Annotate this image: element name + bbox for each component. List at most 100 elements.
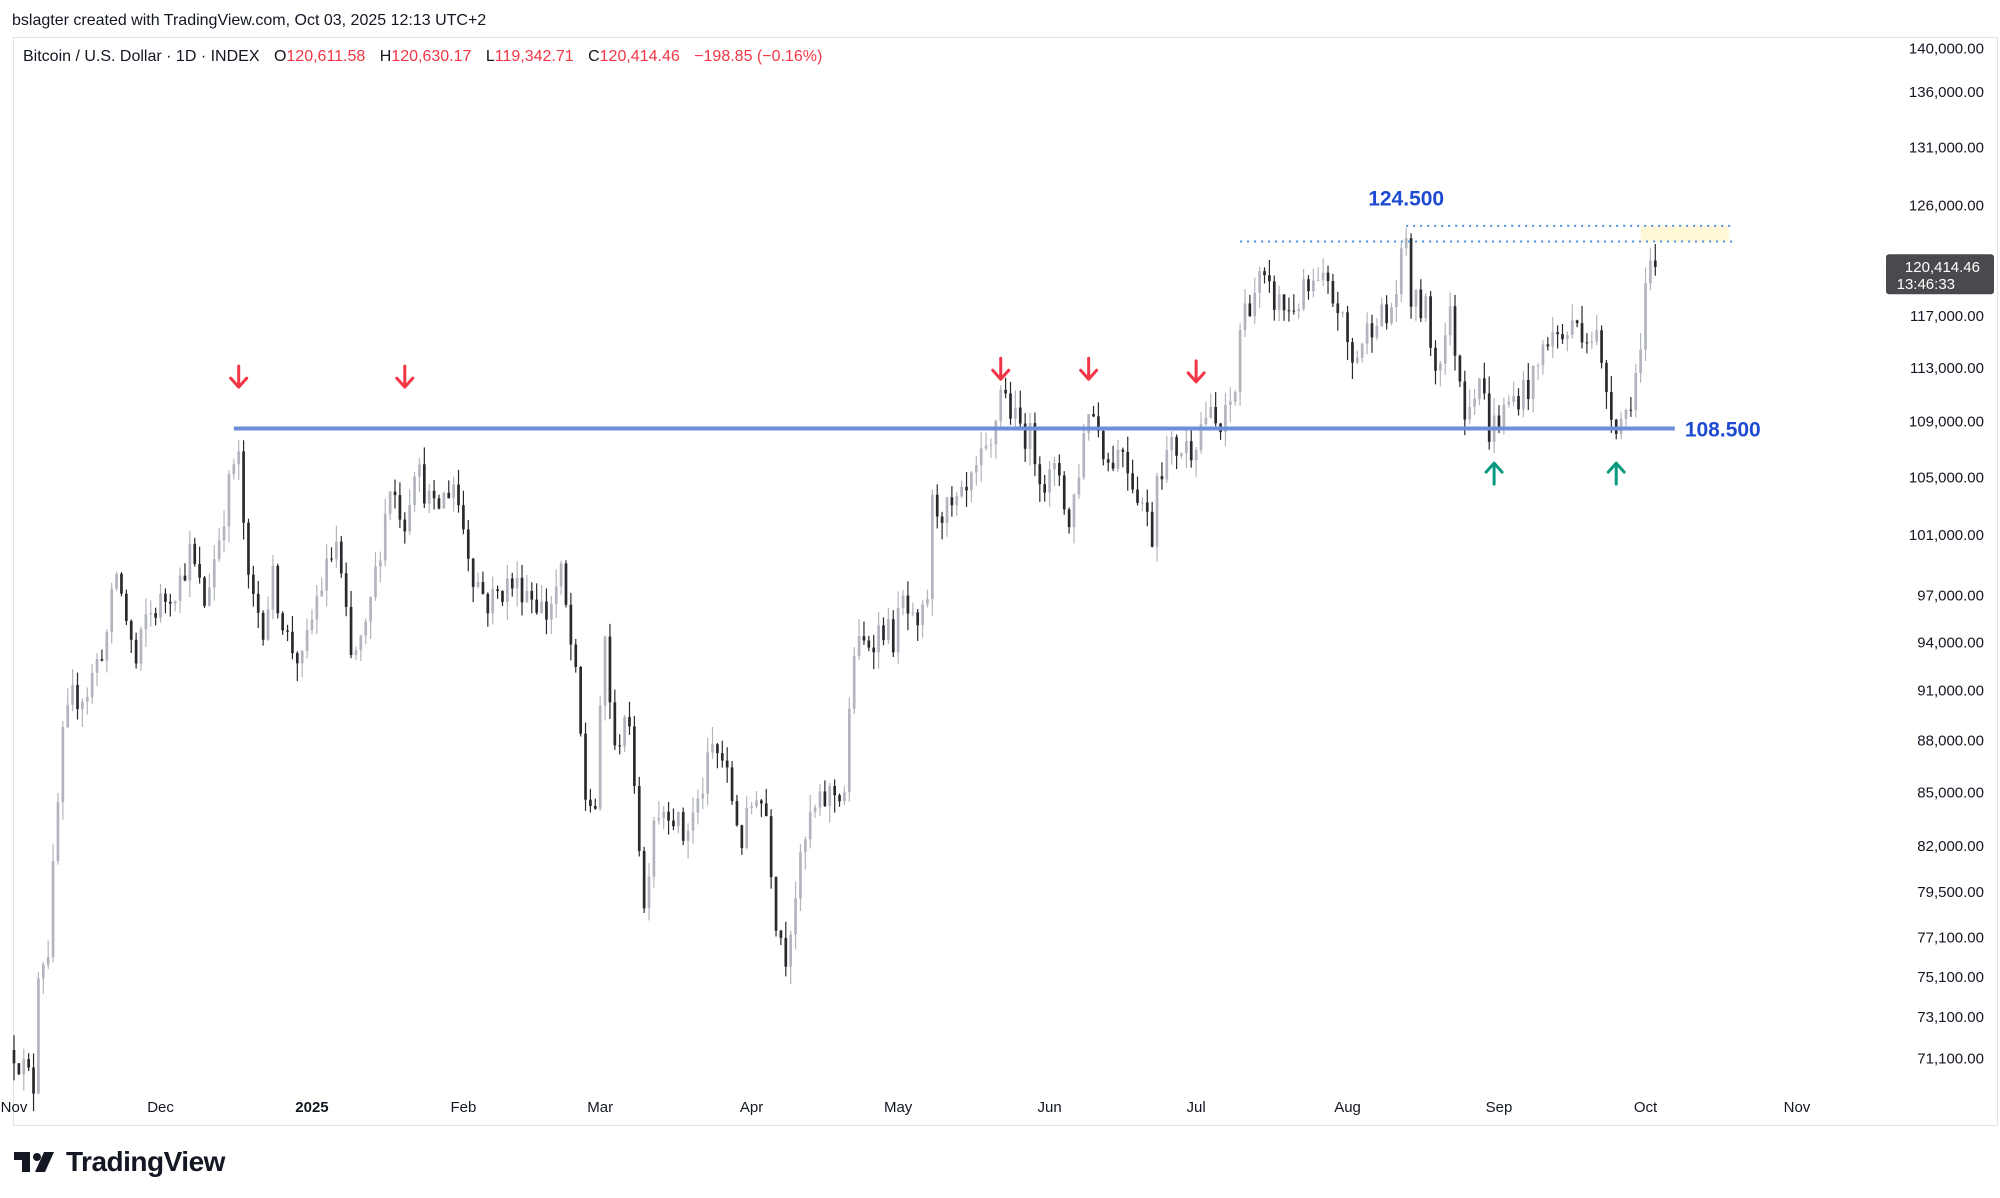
candle-body [906,595,910,614]
candle-body [1214,406,1218,424]
candle-body [1155,476,1159,547]
candle-body [1145,502,1149,512]
candle-body [61,727,65,803]
y-tick-label: 77,100.00 [1917,930,1984,947]
candle-body [1126,451,1130,474]
candle-body [1590,341,1594,343]
y-tick-label: 75,100.00 [1917,969,1984,986]
candle-body [129,620,133,640]
candle-body [652,820,656,877]
candle-body [1649,260,1652,284]
candle-body [1092,414,1095,417]
candle-body [159,593,162,618]
candle-body [789,934,793,967]
candle-body [764,803,768,817]
candle-body [530,590,534,600]
candle-body [12,1050,16,1064]
candle-body [1097,416,1100,431]
candle-body [657,818,661,821]
candle-body [1170,437,1174,451]
candle-body [1302,279,1305,309]
candle-body [877,625,880,653]
candle-body [418,464,421,477]
x-tick-label: Oct [1634,1099,1658,1116]
candle-body [838,795,841,802]
candle-body [916,612,920,626]
candle-body [203,577,206,606]
candle-body [1038,464,1042,485]
candle-body [105,632,109,661]
candle-body [926,599,929,605]
candle-body [1189,441,1193,461]
symbol-name[interactable]: Bitcoin / U.S. Dollar · 1D · INDEX [23,48,260,65]
candle-body [1160,476,1164,480]
candle-body [1253,292,1257,317]
candle-body [125,593,128,621]
y-tick-label: 140,000.00 [1909,41,1984,58]
candle-body [1380,304,1384,326]
y-tick-label: 91,000.00 [1917,683,1984,700]
candle-body [291,631,294,654]
candle-body [1287,310,1291,312]
candle-body [452,484,455,499]
y-tick-label: 88,000.00 [1917,733,1984,750]
last-price-value: 120,414.46 [1905,259,1980,276]
candle-body [1082,433,1086,478]
candle-body [730,767,734,802]
candle-body [686,830,690,841]
candle-body [662,811,666,819]
candle-body [1321,272,1325,281]
candle-body [46,956,50,965]
open-value: 120,611.58 [286,48,366,65]
candle-body [374,566,377,598]
y-tick-label: 85,000.00 [1917,784,1984,801]
candle-body [1575,320,1579,324]
tradingview-logo-text: TradingView [66,1146,225,1177]
candle-body [1605,362,1608,393]
candle-body [1399,248,1403,295]
price-chart[interactable]: 140,000.00 136,000.00 131,000.00 126,000.00… [0,0,2000,1140]
candle-body [1106,459,1110,463]
candle-body [37,978,40,1094]
candle-body [217,540,221,560]
candle-body [701,793,705,799]
green-up-arrow-icon [1484,461,1504,486]
candle-body [847,708,851,793]
candle-body [554,586,558,604]
candle-body [628,717,631,727]
candle-body [471,558,475,587]
candle-body [408,504,412,532]
target-zone [1640,225,1729,242]
candle-body [608,636,612,703]
candle-body [745,807,749,849]
x-tick-label: 2025 [295,1099,328,1116]
candle-body [1111,462,1115,469]
candle-body [852,656,856,709]
red-down-arrow-icon [1079,356,1099,381]
candle-body [808,811,812,840]
candle-body [1121,449,1125,452]
candle-body [1448,306,1452,336]
candle-body [1487,393,1491,442]
candle-body [994,420,998,445]
candle-body [901,595,905,608]
x-tick-label: Nov [1,1099,28,1116]
candle-body [81,701,84,710]
candle-body [27,1059,30,1068]
candle-body [1629,409,1633,411]
candle-body [388,491,392,514]
candle-body [1419,289,1423,319]
candle-body [637,786,641,852]
y-tick-label: 126,000.00 [1909,198,1984,215]
candle-body [413,476,416,505]
candle-body [970,472,973,491]
candle-body [120,573,123,594]
tradingview-logo[interactable]: TradingView [14,1146,225,1178]
candle-body [1556,332,1559,335]
target-zone-rect [1640,225,1729,242]
candle-body [1165,450,1169,480]
candle-body [681,812,685,841]
candle-body [1453,306,1457,356]
candle-body [339,541,343,574]
candle-body [1346,312,1349,343]
